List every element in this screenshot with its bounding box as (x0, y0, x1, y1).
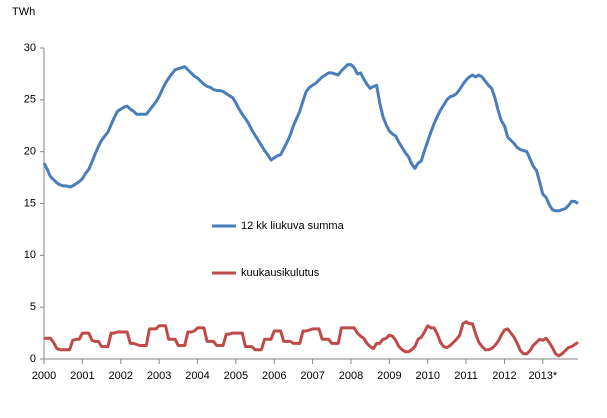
legend-label: kuukausikulutus (241, 267, 320, 279)
x-tick-label: 2001 (70, 370, 94, 382)
x-tick-label: 2010 (415, 370, 439, 382)
x-tick-label: 2006 (262, 370, 286, 382)
x-tick-label: 2000 (32, 370, 56, 382)
x-tick-label: 2003 (147, 370, 171, 382)
x-tick-label: 2009 (377, 370, 401, 382)
x-tick-label: 2004 (185, 370, 209, 382)
y-tick-label: 20 (24, 146, 36, 158)
x-tick-label: 2002 (109, 370, 133, 382)
y-axis-label: TWh (12, 6, 35, 18)
series-line (42, 63, 579, 213)
y-tick-label: 15 (24, 197, 36, 209)
x-tick-label: 2008 (339, 370, 363, 382)
x-tick-label: 2012 (492, 370, 516, 382)
y-tick-label: 5 (30, 301, 36, 313)
y-tick-label: 30 (24, 42, 36, 54)
y-tick-label: 10 (24, 249, 36, 261)
y-tick-label: 0 (30, 353, 36, 365)
x-tick-label: 2013* (528, 370, 557, 382)
series-line (44, 320, 579, 358)
x-tick-label: 2005 (224, 370, 248, 382)
y-tick-label: 25 (24, 94, 36, 106)
x-tick-label: 2011 (454, 370, 478, 382)
legend-label: 12 kk liukuva summa (241, 220, 345, 232)
x-tick-label: 2007 (300, 370, 324, 382)
